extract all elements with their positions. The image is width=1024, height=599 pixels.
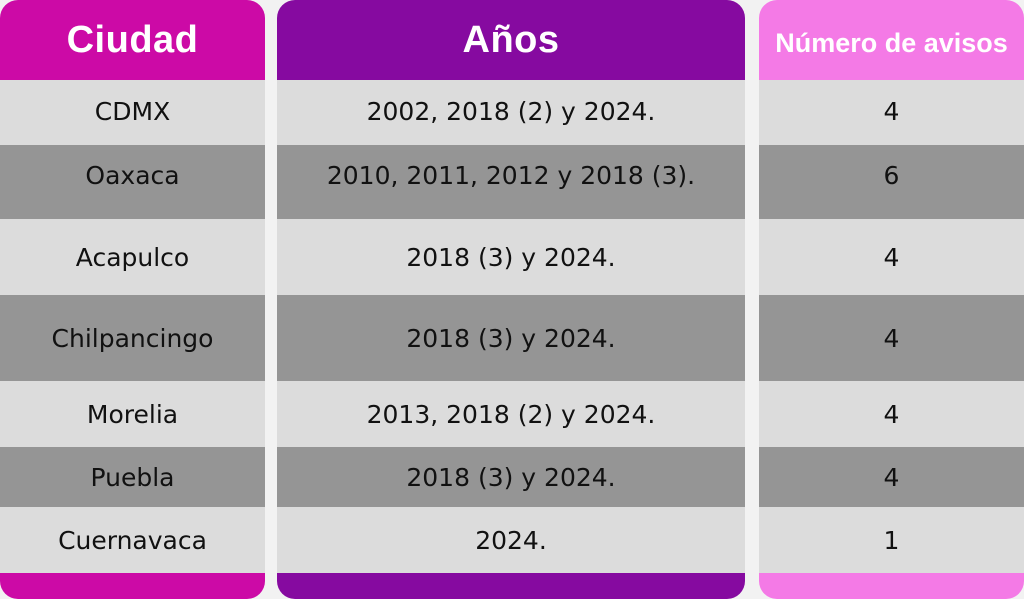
table-cell: Morelia <box>0 381 265 447</box>
table-cell: 4 <box>759 447 1024 507</box>
table-cell: 2018 (3) y 2024. <box>277 447 745 507</box>
anos-column: Años 2002, 2018 (2) y 2024. 2010, 2011, … <box>277 0 745 599</box>
table-cell: 1 <box>759 507 1024 573</box>
avisos-header: Número de avisos <box>759 0 1024 80</box>
table-cell: 2013, 2018 (2) y 2024. <box>277 381 745 447</box>
table-cell: 2018 (3) y 2024. <box>277 295 745 381</box>
table-cell: Acapulco <box>0 219 265 295</box>
ciudad-column: Ciudad CDMX Oaxaca Acapulco Chilpancingo… <box>0 0 265 599</box>
table-cell: CDMX <box>0 80 265 145</box>
table-cell: 4 <box>759 80 1024 145</box>
column-footer <box>277 573 745 599</box>
column-footer <box>759 573 1024 599</box>
table-cell: Cuernavaca <box>0 507 265 573</box>
table-cell: 2018 (3) y 2024. <box>277 219 745 295</box>
table-cell: 4 <box>759 219 1024 295</box>
table-cell: Chilpancingo <box>0 295 265 381</box>
table-cell: 2002, 2018 (2) y 2024. <box>277 80 745 145</box>
anos-header: Años <box>277 0 745 80</box>
table-cell: 6 <box>759 145 1024 219</box>
table-cell: 4 <box>759 295 1024 381</box>
column-footer <box>0 573 265 599</box>
avisos-column: Número de avisos 4 6 4 4 4 4 1 <box>759 0 1024 599</box>
ciudad-header: Ciudad <box>0 0 265 80</box>
table-cell: 2024. <box>277 507 745 573</box>
table-cell: 4 <box>759 381 1024 447</box>
table-cell: Puebla <box>0 447 265 507</box>
table-cell: Oaxaca <box>0 145 265 219</box>
table-cell: 2010, 2011, 2012 y 2018 (3). <box>277 145 745 219</box>
